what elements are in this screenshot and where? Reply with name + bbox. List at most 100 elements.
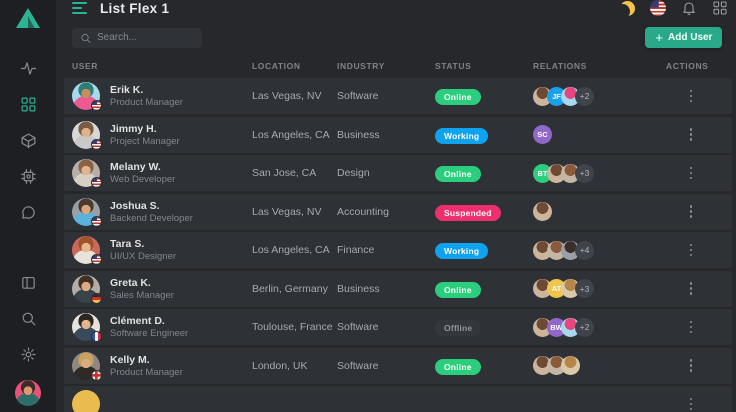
user-industry: Business bbox=[337, 282, 380, 295]
row-actions-menu[interactable] bbox=[686, 317, 697, 338]
user-role: Product Manager bbox=[110, 366, 183, 378]
relations-group: BW +2 bbox=[533, 317, 666, 337]
grid-icon[interactable] bbox=[19, 95, 37, 113]
app-logo[interactable] bbox=[15, 7, 41, 34]
search-icon[interactable] bbox=[19, 309, 37, 327]
us-flag-icon[interactable] bbox=[650, 0, 667, 16]
user-location: Toulouse, France bbox=[252, 321, 333, 333]
status-badge: Working bbox=[435, 243, 489, 259]
table-body: Erik K. Product Manager Las Vegas, NV So… bbox=[64, 78, 733, 412]
add-user-button[interactable]: + Add User bbox=[645, 27, 723, 48]
relation-photo-avatar bbox=[533, 202, 552, 221]
relations-group: SC bbox=[533, 125, 666, 144]
relations-group bbox=[533, 202, 666, 221]
row-actions-menu[interactable] bbox=[686, 124, 697, 145]
relations-more-badge: +3 bbox=[575, 163, 594, 183]
status-badge: Online bbox=[435, 358, 481, 375]
flag-badge bbox=[91, 215, 102, 227]
user-role: UI/UX Designer bbox=[110, 251, 176, 262]
sidebar-user-avatar[interactable] bbox=[15, 380, 41, 406]
avatar bbox=[72, 351, 102, 381]
user-location: Berlin, Germany bbox=[252, 282, 328, 295]
avatar bbox=[72, 159, 102, 188]
user-industry: Software bbox=[337, 90, 379, 102]
user-industry: Software bbox=[337, 359, 379, 372]
user-name: Joshua S. bbox=[110, 199, 160, 212]
relations-group: AT +3 bbox=[533, 279, 666, 298]
column-header-relations: RELATIONS bbox=[533, 61, 587, 71]
column-header-user: USER bbox=[72, 61, 99, 71]
row-actions-menu[interactable] bbox=[686, 394, 697, 412]
gear-icon[interactable] bbox=[19, 345, 37, 363]
user-industry: Software bbox=[337, 321, 379, 333]
relations-group: BT +3 bbox=[533, 163, 666, 183]
table-row[interactable]: Melany W. Web Developer San Jose, CA Des… bbox=[64, 155, 733, 191]
user-role: Web Developer bbox=[110, 174, 176, 185]
table-row[interactable]: Kelly M. Product Manager London, UK Soft… bbox=[64, 347, 733, 384]
relations-group bbox=[533, 356, 666, 375]
flag-badge bbox=[91, 138, 102, 150]
chat-icon[interactable] bbox=[19, 203, 37, 221]
page-title: List Flex 1 bbox=[100, 0, 170, 16]
flag-badge bbox=[91, 369, 102, 381]
row-actions-menu[interactable] bbox=[686, 278, 697, 299]
row-actions-menu[interactable] bbox=[686, 201, 697, 222]
user-industry: Design bbox=[337, 167, 370, 179]
column-header-location: LOCATION bbox=[252, 61, 301, 71]
column-header-industry: INDUSTRY bbox=[337, 61, 385, 71]
relations-more-badge: +3 bbox=[575, 279, 594, 298]
table-row[interactable]: Greta K. Sales Manager Berlin, Germany B… bbox=[64, 270, 733, 307]
user-location: San Jose, CA bbox=[252, 167, 317, 179]
sidebar bbox=[0, 0, 56, 412]
user-name: Tara S. bbox=[110, 238, 145, 250]
avatar bbox=[72, 313, 102, 342]
relations-more-badge: +2 bbox=[575, 317, 594, 337]
table-row[interactable]: Clément D. Software Engineer Toulouse, F… bbox=[64, 309, 733, 345]
status-badge: Online bbox=[435, 281, 481, 298]
moon-icon[interactable] bbox=[620, 1, 635, 16]
row-actions-menu[interactable] bbox=[686, 355, 697, 376]
avatar bbox=[72, 390, 100, 412]
avatar bbox=[72, 197, 102, 227]
user-location: Los Angeles, CA bbox=[252, 244, 330, 256]
table-header: USER LOCATION INDUSTRY STATUS RELATIONS … bbox=[64, 61, 732, 71]
status-badge: Online bbox=[435, 166, 481, 182]
status-badge: Suspended bbox=[435, 204, 501, 221]
user-location: London, UK bbox=[252, 359, 308, 372]
user-name: Kelly M. bbox=[110, 353, 150, 366]
relations-more-badge: +2 bbox=[575, 86, 594, 106]
user-role: Sales Manager bbox=[110, 289, 174, 301]
column-header-status: STATUS bbox=[435, 61, 472, 71]
row-actions-menu[interactable] bbox=[686, 86, 697, 107]
user-name: Clément D. bbox=[110, 315, 165, 327]
row-actions-menu[interactable] bbox=[686, 163, 697, 184]
menu-toggle-icon[interactable] bbox=[72, 2, 87, 14]
user-name: Erik K. bbox=[110, 84, 144, 96]
cube-icon[interactable] bbox=[19, 131, 37, 149]
user-industry: Finance bbox=[337, 244, 375, 256]
table-row[interactable]: Jimmy H. Project Manager Los Angeles, CA… bbox=[64, 116, 733, 153]
plus-icon: + bbox=[655, 30, 663, 45]
table-row[interactable]: Tara S. UI/UX Designer Los Angeles, CA F… bbox=[64, 232, 733, 268]
activity-icon[interactable] bbox=[19, 59, 37, 77]
table-row[interactable]: Joshua S. Backend Developer Las Vegas, N… bbox=[64, 193, 733, 230]
user-role: Backend Developer bbox=[110, 212, 193, 224]
user-role: Software Engineer bbox=[110, 328, 189, 339]
user-location: Las Vegas, NV bbox=[252, 90, 322, 102]
avatar bbox=[72, 274, 102, 304]
panel-icon[interactable] bbox=[19, 273, 37, 291]
search-input[interactable] bbox=[72, 27, 202, 48]
user-name: Melany W. bbox=[110, 161, 161, 173]
apps-icon[interactable] bbox=[712, 0, 728, 16]
table-row[interactable] bbox=[64, 386, 733, 412]
search-box bbox=[72, 27, 202, 48]
bell-icon[interactable] bbox=[681, 0, 697, 16]
status-badge: Working bbox=[435, 127, 489, 144]
table-row[interactable]: Erik K. Product Manager Las Vegas, NV So… bbox=[64, 78, 733, 114]
row-actions-menu[interactable] bbox=[686, 240, 697, 261]
flag-badge bbox=[91, 100, 102, 111]
status-badge: Online bbox=[435, 89, 481, 105]
chip-icon[interactable] bbox=[19, 167, 37, 185]
column-header-actions: ACTIONS bbox=[666, 61, 709, 71]
flag-badge bbox=[91, 292, 102, 304]
